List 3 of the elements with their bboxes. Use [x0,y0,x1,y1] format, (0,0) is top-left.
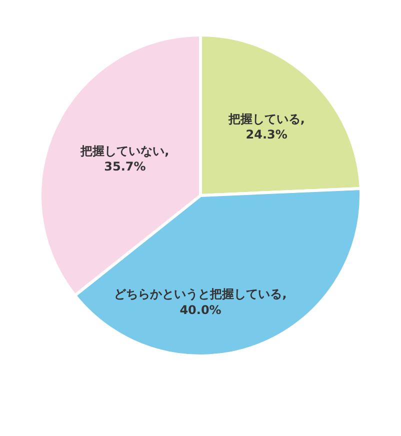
slice-label: 把握していない, 35.7% [80,144,170,174]
slice-label: どちらかというと把握している, 40.0% [114,287,287,317]
slice-label: 把握している, 24.3% [227,112,305,142]
